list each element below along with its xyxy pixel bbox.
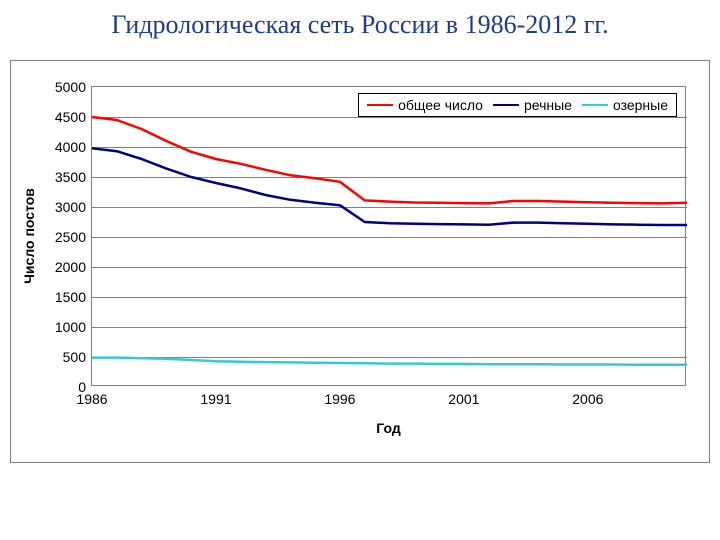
x-axis-label: Год — [376, 420, 401, 436]
legend: общее число речные озерные — [358, 93, 677, 117]
y-tick-label: 3500 — [55, 169, 86, 185]
legend-label: общее число — [398, 97, 483, 113]
gridline — [92, 147, 687, 148]
legend-item: озерные — [582, 97, 668, 113]
legend-label: речные — [524, 97, 572, 113]
y-tick-label: 4500 — [55, 109, 86, 125]
gridline — [92, 177, 687, 178]
legend-swatch — [582, 104, 608, 106]
y-tick-label: 1000 — [55, 319, 86, 335]
y-tick-label: 3000 — [55, 199, 86, 215]
gridline — [92, 207, 687, 208]
y-tick-label: 2000 — [55, 259, 86, 275]
chart-title: Гидрологическая сеть России в 1986-2012 … — [0, 10, 720, 40]
y-tick-label: 4000 — [55, 139, 86, 155]
legend-item: речные — [493, 97, 572, 113]
gridline — [92, 297, 687, 298]
x-tick-label: 2001 — [448, 391, 479, 407]
chart-outer-frame: 0500100015002000250030003500400045005000… — [10, 60, 710, 463]
series-river — [92, 148, 687, 225]
gridline — [92, 237, 687, 238]
x-tick-label: 1986 — [76, 391, 107, 407]
y-tick-label: 1500 — [55, 289, 86, 305]
y-axis-label: Число постов — [21, 188, 37, 284]
y-tick-label: 5000 — [55, 79, 86, 95]
legend-item: общее число — [367, 97, 483, 113]
legend-swatch — [493, 104, 519, 106]
y-tick-label: 500 — [63, 349, 86, 365]
y-tick-label: 2500 — [55, 229, 86, 245]
gridline — [92, 357, 687, 358]
series-lake — [92, 358, 687, 365]
x-tick-label: 2006 — [572, 391, 603, 407]
series-total — [92, 117, 687, 203]
legend-swatch — [367, 104, 393, 106]
x-tick-label: 1996 — [324, 391, 355, 407]
gridline — [92, 327, 687, 328]
plot-area: 0500100015002000250030003500400045005000… — [91, 86, 686, 386]
gridline — [92, 267, 687, 268]
x-tick-label: 1991 — [200, 391, 231, 407]
legend-label: озерные — [613, 97, 668, 113]
gridline — [92, 117, 687, 118]
